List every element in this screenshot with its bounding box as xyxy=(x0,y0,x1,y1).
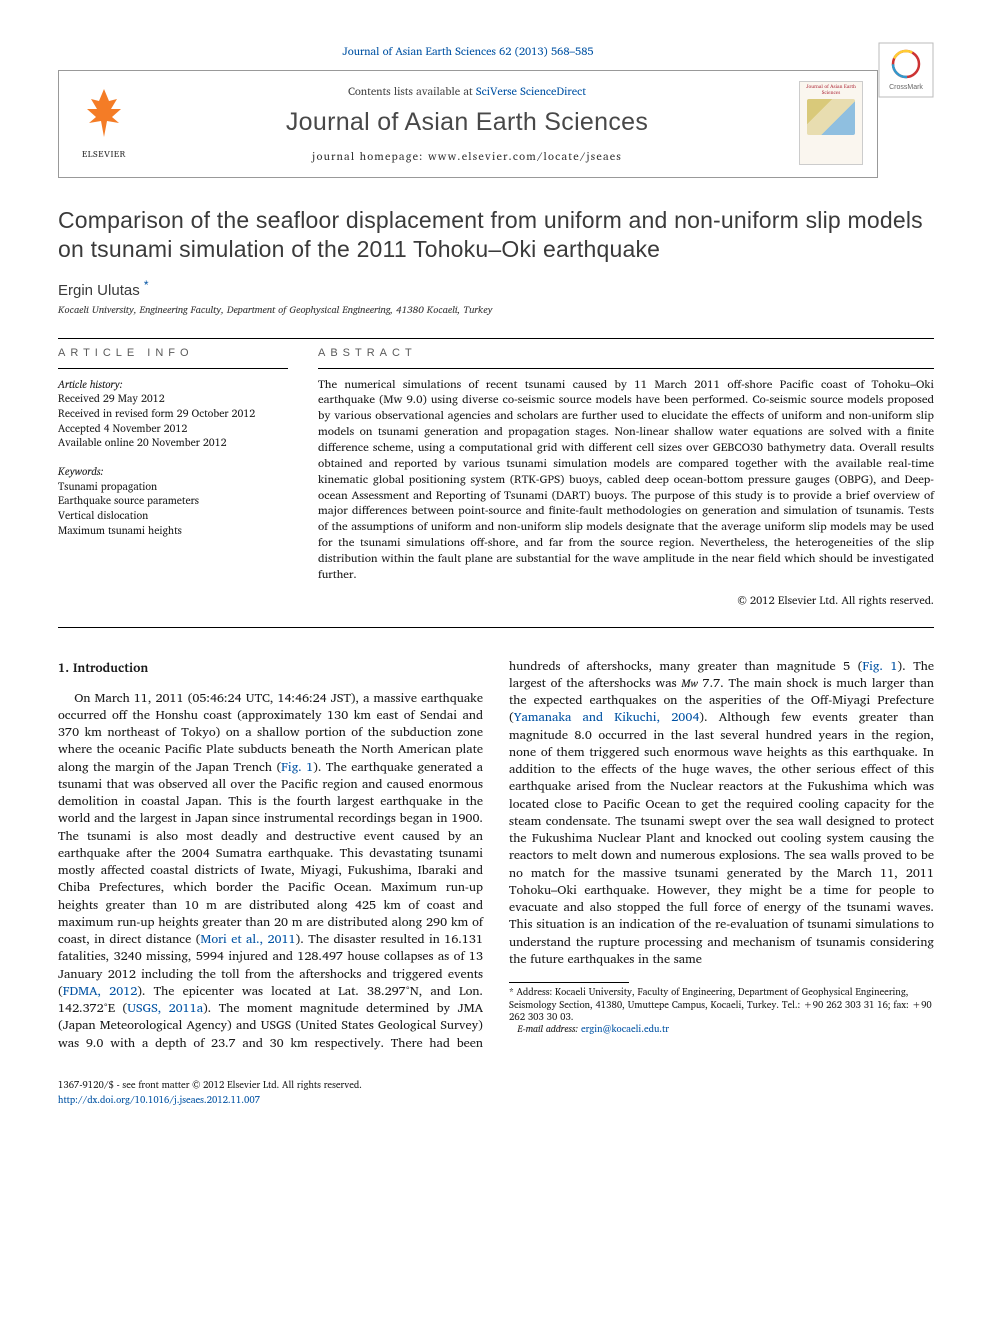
history-online: Available online 20 November 2012 xyxy=(58,435,288,450)
top-citation: Journal of Asian Earth Sciences 62 (2013… xyxy=(58,42,934,60)
footnote-separator xyxy=(509,982,629,983)
sciencedirect-link[interactable]: SciVerse ScienceDirect xyxy=(476,82,586,100)
p1i: ). Although few events greater than magn… xyxy=(509,707,934,969)
rule-bottom xyxy=(58,627,934,628)
cover-map-icon xyxy=(807,99,855,135)
elsevier-wordmark: ELSEVIER xyxy=(82,146,126,161)
article-title: Comparison of the seafloor displacement … xyxy=(58,206,934,264)
corresponding-footnote: * Address: Kocaeli University, Faculty o… xyxy=(509,987,934,1036)
author-line: Ergin Ulutas * xyxy=(58,278,934,299)
page-footer: 1367-9120/$ - see front matter © 2012 El… xyxy=(58,1078,934,1108)
section-1-heading: 1. Introduction xyxy=(58,658,483,678)
affiliation: Kocaeli University, Engineering Faculty,… xyxy=(58,302,934,318)
contents-available-line: Contents lists available at SciVerse Sci… xyxy=(149,82,785,100)
rule-abstract xyxy=(318,368,934,369)
article-info-heading: ARTICLE INFO xyxy=(58,347,288,359)
doi-link[interactable]: http://dx.doi.org/10.1016/j.jseaes.2012.… xyxy=(58,1093,260,1108)
keyword-3: Maximum tsunami heights xyxy=(58,523,288,538)
abstract-heading: ABSTRACT xyxy=(318,347,934,359)
elsevier-tree-icon xyxy=(79,85,129,146)
article-history-block: Article history: Received 29 May 2012 Re… xyxy=(58,377,288,450)
rule-top xyxy=(58,338,934,339)
elsevier-logo: ELSEVIER xyxy=(73,84,135,162)
abstract-copyright: © 2012 Elsevier Ltd. All rights reserved… xyxy=(318,591,934,609)
contents-prefix: Contents lists available at xyxy=(348,82,476,100)
email-label: E-mail address: xyxy=(517,1022,581,1037)
rule-info xyxy=(58,368,288,369)
corresponding-author-link[interactable]: * xyxy=(144,278,149,292)
p1b: ). The earthquake generated a tsunami th… xyxy=(58,757,483,950)
author-name: Ergin Ulutas xyxy=(58,282,140,299)
svg-text:CrossMark: CrossMark xyxy=(889,84,923,91)
abstract-text: The numerical simulations of recent tsun… xyxy=(318,377,934,583)
journal-header-box: ELSEVIER Contents lists available at Sci… xyxy=(58,70,878,178)
journal-cover-thumb: Journal of Asian Earth Sciences xyxy=(799,81,863,165)
footnote-text: Address: Kocaeli University, Faculty of … xyxy=(509,985,932,1025)
journal-name: Journal of Asian Earth Sciences xyxy=(149,108,785,137)
keywords-block: Keywords: Tsunami propagation Earthquake… xyxy=(58,464,288,537)
author-email-link[interactable]: ergin@kocaeli.edu.tr xyxy=(581,1022,669,1037)
cover-title: Journal of Asian Earth Sciences xyxy=(803,85,859,96)
crossmark-badge[interactable]: CrossMark xyxy=(878,42,934,98)
journal-homepage: journal homepage: www.elsevier.com/locat… xyxy=(149,147,785,165)
top-citation-link[interactable]: Journal of Asian Earth Sciences 62 (2013… xyxy=(342,42,593,60)
footer-copyright: 1367-9120/$ - see front matter © 2012 El… xyxy=(58,1078,362,1093)
